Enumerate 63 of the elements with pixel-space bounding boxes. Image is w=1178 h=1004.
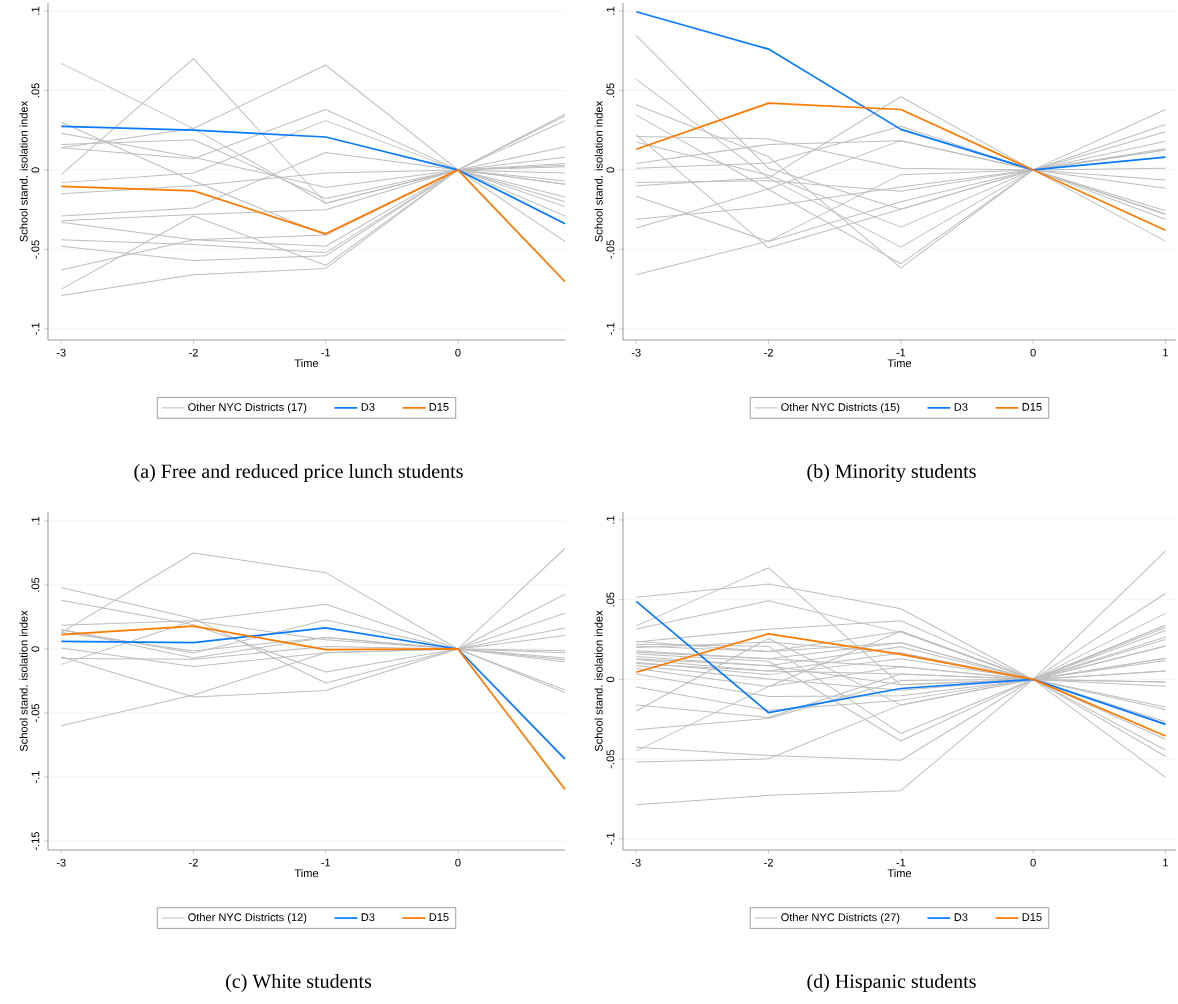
- x-tick-label: -2: [764, 858, 773, 867]
- y-tick-label: .05: [31, 83, 40, 98]
- legend-label: Other NYC Districts (12): [188, 913, 307, 924]
- x-axis-title: Time: [294, 359, 319, 368]
- legend-label: Other NYC Districts (15): [781, 402, 900, 414]
- y-axis-title: School stand. isolation index: [594, 100, 603, 242]
- legend-label: D15: [1022, 403, 1042, 411]
- y-axis-title: School stand. isolation index: [594, 610, 603, 752]
- y-tick-label: 0: [31, 167, 40, 173]
- legend-label: D3: [361, 403, 375, 411]
- legend-label: D15: [429, 403, 449, 411]
- x-axis-title: Time: [294, 869, 319, 878]
- x-tick-label: -3: [56, 858, 66, 867]
- legend-label: D3: [361, 913, 375, 922]
- y-tick-label: -.1: [606, 322, 615, 335]
- text: (a) Free and reduced price lunch students: [134, 463, 463, 483]
- x-tick-label: -1: [321, 858, 331, 867]
- y-tick-label: 0: [606, 167, 615, 173]
- legend-label: D15: [429, 913, 449, 921]
- legend-label: D3: [954, 403, 968, 411]
- y-tick-label: -.05: [31, 240, 40, 259]
- y-tick-label: -.05: [31, 703, 40, 723]
- text: (b) Minority students: [807, 463, 976, 483]
- x-tick-label: -3: [631, 858, 641, 867]
- text: (d) Hispanic students: [807, 973, 976, 993]
- x-tick-label: -1: [321, 348, 331, 357]
- y-tick-label: -.15: [31, 831, 40, 851]
- x-tick-label: 1: [1163, 858, 1168, 867]
- y-tick-label: .05: [606, 592, 615, 607]
- legend-label: D15: [1022, 913, 1042, 921]
- y-tick-label: -.1: [31, 322, 40, 335]
- y-axis-title: School stand. isolation index: [19, 610, 28, 752]
- x-tick-label: -2: [189, 858, 198, 867]
- x-tick-label: -2: [189, 348, 198, 357]
- y-tick-label: -.05: [606, 240, 615, 259]
- y-tick-label: -.1: [606, 832, 615, 845]
- legend-label: D3: [954, 913, 968, 922]
- legend-label: Other NYC Districts (27): [781, 913, 900, 924]
- x-axis-title: Time: [887, 869, 912, 878]
- y-axis-title: School stand. isolation index: [19, 100, 28, 242]
- y-tick-label: .1: [31, 6, 40, 15]
- x-tick-label: 0: [455, 348, 461, 357]
- x-tick-label: -3: [631, 348, 641, 357]
- x-tick-label: 0: [455, 858, 461, 867]
- legend-label: Other NYC Districts (17): [188, 402, 307, 414]
- y-tick-label: -.05: [606, 750, 615, 769]
- y-tick-label: .1: [31, 516, 40, 525]
- x-tick-label: 0: [1030, 348, 1036, 357]
- y-tick-label: .05: [31, 577, 40, 592]
- x-tick-label: 0: [1030, 858, 1036, 867]
- x-tick-label: -1: [896, 348, 906, 357]
- y-tick-label: 0: [31, 646, 40, 652]
- text: (c) White students: [226, 973, 372, 993]
- x-tick-label: -1: [896, 858, 906, 867]
- x-tick-label: 1: [1163, 348, 1168, 357]
- x-tick-label: -2: [764, 348, 773, 357]
- x-axis-title: Time: [887, 359, 912, 368]
- y-tick-label: .1: [606, 515, 615, 524]
- x-tick-label: -3: [56, 348, 66, 357]
- y-tick-label: -.1: [31, 771, 40, 783]
- y-tick-label: 0: [606, 676, 615, 683]
- y-tick-label: .05: [606, 83, 615, 98]
- y-tick-label: .1: [606, 6, 615, 15]
